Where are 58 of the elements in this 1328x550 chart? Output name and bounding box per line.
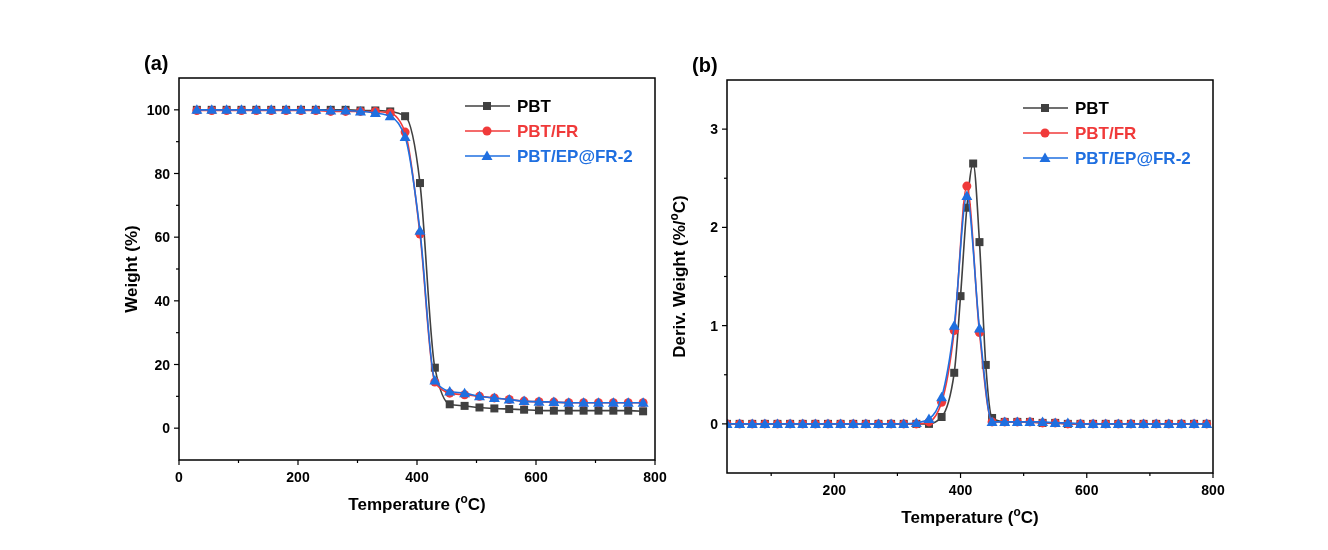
legend-label: PBT/FR: [1075, 124, 1137, 143]
point: [624, 406, 633, 415]
point: [639, 407, 648, 416]
point: [505, 405, 514, 414]
x-tick-label: 200: [822, 482, 847, 498]
point: [969, 159, 978, 168]
x-tick-label: 400: [948, 482, 973, 498]
y-tick-label: 2: [710, 219, 719, 236]
point: [923, 413, 935, 423]
y-tick-label: 80: [154, 165, 171, 182]
y-tick-label: 1: [710, 317, 719, 334]
point: [962, 181, 972, 191]
x-tick-label: 600: [1075, 482, 1099, 498]
chart-title: (a): [144, 52, 169, 74]
y-tick-label: 20: [154, 356, 171, 373]
legend-label: PBT/EP@FR-2: [517, 147, 633, 166]
point: [609, 406, 618, 415]
point: [948, 320, 960, 330]
x-tick-label: 600: [524, 469, 548, 485]
x-tick-label: 400: [405, 469, 429, 485]
legend-label: PBT: [1075, 99, 1110, 118]
point: [490, 404, 499, 413]
y-tick-label: 60: [154, 229, 171, 246]
point: [415, 179, 424, 188]
point: [936, 391, 948, 402]
point: [401, 112, 410, 121]
legend-label: PBT/FR: [517, 122, 579, 141]
x-tick-label: 800: [643, 469, 667, 485]
point: [564, 406, 573, 415]
y-tick-label: 3: [710, 121, 719, 138]
y-tick-label: 100: [146, 101, 171, 118]
point: [950, 368, 959, 377]
legend-label: PBT/EP@FR-2: [1075, 149, 1191, 168]
point: [975, 238, 984, 247]
point: [520, 405, 529, 414]
point: [594, 406, 603, 415]
point: [549, 406, 558, 415]
x-axis-title: Temperature ($^{o}$C): [348, 492, 486, 514]
point: [973, 323, 985, 333]
y-tick-label: 0: [710, 415, 719, 432]
point: [475, 403, 484, 412]
point: [460, 401, 469, 410]
point: [961, 190, 973, 200]
point: [534, 406, 543, 415]
y-axis-title: Weight (%): [122, 225, 141, 313]
legend-label: PBT: [517, 97, 552, 116]
x-tick-label: 800: [1201, 482, 1225, 498]
x-tick-label: 0: [175, 469, 184, 485]
x-axis-title: Temperature ($^{o}$C): [901, 505, 1039, 527]
point: [414, 225, 426, 235]
y-tick-label: 0: [162, 420, 171, 437]
point: [937, 413, 946, 421]
x-tick-label: 200: [286, 469, 310, 485]
point: [579, 406, 588, 415]
point: [445, 400, 454, 409]
y-tick-label: 40: [154, 292, 171, 309]
chart-title: (b): [692, 54, 718, 76]
point: [399, 131, 411, 141]
